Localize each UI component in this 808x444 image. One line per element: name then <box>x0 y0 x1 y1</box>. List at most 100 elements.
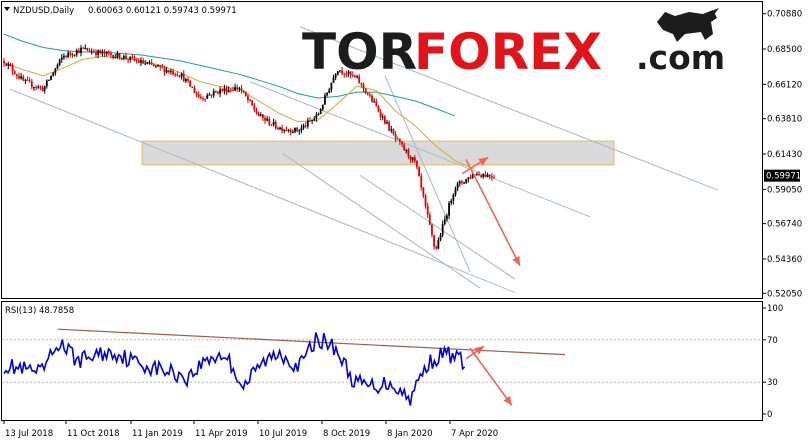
candle <box>9 62 12 67</box>
candle <box>5 63 8 67</box>
candle <box>212 88 215 98</box>
candle <box>240 84 243 94</box>
candle <box>478 171 480 177</box>
price-tick-label: 0.52050 <box>767 289 802 299</box>
candle <box>253 103 256 113</box>
candle <box>386 119 388 125</box>
candle <box>24 78 27 85</box>
candle <box>227 86 230 93</box>
channel-line <box>9 88 516 294</box>
candle <box>163 65 166 76</box>
candle <box>383 114 386 125</box>
candle <box>125 52 127 61</box>
time-tick-label: 11 Apr 2019 <box>195 429 248 439</box>
rsi-tick-label: 70 <box>767 336 778 346</box>
candle <box>262 114 264 121</box>
candle <box>401 140 403 148</box>
candle <box>279 126 281 131</box>
price-candles <box>3 44 495 250</box>
candle <box>341 66 343 76</box>
candle <box>296 126 299 133</box>
candle <box>103 49 106 58</box>
candle <box>178 74 181 78</box>
candle <box>328 87 331 94</box>
candle <box>298 129 301 135</box>
candle <box>11 63 14 76</box>
candle <box>157 64 159 68</box>
candle <box>30 78 33 90</box>
candle <box>411 157 414 163</box>
logo-part-tor: TOR <box>302 23 417 81</box>
candle <box>67 50 70 58</box>
candle <box>493 174 495 179</box>
time-tick-label: 8 Jan 2020 <box>387 429 433 439</box>
candle <box>50 75 52 81</box>
candle <box>416 160 418 170</box>
candle <box>409 155 412 164</box>
logo-part-com: .com <box>636 38 725 77</box>
candle <box>238 86 241 92</box>
candle <box>137 57 140 63</box>
candle <box>247 93 249 104</box>
candle <box>300 124 303 134</box>
candle <box>152 63 155 67</box>
price-forecast-arrow <box>461 156 521 267</box>
candle <box>351 71 354 78</box>
price-tick-label: 0.54360 <box>767 255 802 265</box>
candle <box>193 85 196 93</box>
candle <box>65 54 67 59</box>
candle <box>18 72 20 80</box>
candle <box>214 90 217 94</box>
candle <box>48 79 50 82</box>
candle <box>86 47 89 52</box>
candle <box>446 213 448 222</box>
candle <box>264 115 266 124</box>
candle <box>176 71 179 77</box>
candle <box>257 111 260 117</box>
candle <box>463 181 465 185</box>
candle <box>82 46 85 49</box>
candle <box>270 124 273 126</box>
candle <box>159 64 162 71</box>
candle <box>433 234 435 250</box>
candle <box>114 54 117 59</box>
candle <box>219 86 222 98</box>
candle <box>56 63 59 70</box>
candle <box>97 49 100 59</box>
channel-line <box>281 152 481 289</box>
rsi-level-lines <box>2 339 762 383</box>
logo-part-forex: FOREX <box>414 23 602 81</box>
candle <box>217 91 219 95</box>
candle <box>88 47 91 53</box>
candle <box>306 117 309 129</box>
candle <box>362 82 365 93</box>
time-tick-label: 11 Oct 2018 <box>67 429 120 439</box>
collapse-triangle-icon <box>4 7 10 11</box>
price-tick-label: 0.70880 <box>767 10 802 20</box>
candle <box>118 52 121 60</box>
candle <box>309 116 311 123</box>
candle <box>167 69 170 74</box>
candle <box>54 68 57 76</box>
candle <box>112 54 115 60</box>
candle <box>398 138 401 145</box>
candle <box>381 113 384 121</box>
candle <box>291 129 294 134</box>
candle <box>435 245 438 250</box>
candle <box>315 111 318 122</box>
candle <box>20 73 23 80</box>
price-axis: 0.70880 0.68500 0.66120 0.63810 0.61430 0.590… <box>762 10 802 299</box>
candle <box>405 148 408 154</box>
candle <box>210 94 213 99</box>
candle <box>394 130 397 143</box>
candle <box>458 180 461 187</box>
time-tick-label: 10 Jul 2019 <box>259 429 307 439</box>
candle <box>28 77 31 83</box>
candle <box>490 173 493 181</box>
candle <box>345 70 348 78</box>
candle <box>475 172 478 176</box>
candle <box>234 83 236 91</box>
candle <box>390 125 393 133</box>
candle <box>232 86 234 92</box>
rsi-arrow-up <box>465 345 485 360</box>
